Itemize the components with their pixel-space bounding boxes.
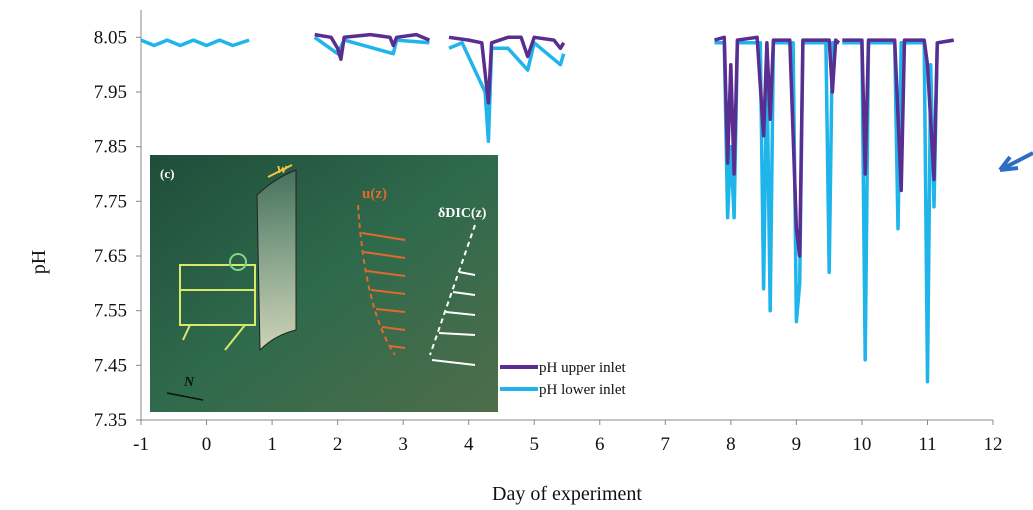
north-label: N (183, 375, 195, 390)
x-tick-label: 11 (918, 434, 936, 455)
velocity-profile (357, 204, 406, 356)
x-tick-label: 1 (267, 434, 277, 455)
panel-label: (c) (160, 166, 174, 181)
inset-photo: (c) w u(z) δDIC(z) N (150, 155, 498, 412)
y-axis-label: pH (28, 250, 50, 274)
y-tick-label: 7.65 (94, 246, 127, 267)
x-tick-label: 12 (984, 434, 1003, 455)
y-tick-label: 7.85 (94, 137, 127, 158)
sheet (256, 169, 297, 352)
x-tick-label: 10 (852, 434, 871, 455)
y-tick-label: 7.35 (94, 410, 127, 431)
y-tick-label: 8.05 (94, 27, 127, 48)
x-tick-label: 3 (398, 434, 408, 455)
x-tick-label: 7 (661, 434, 671, 455)
x-tick-label: 2 (333, 434, 343, 455)
lander (179, 253, 256, 351)
y-tick-label: 7.45 (94, 355, 127, 376)
w-arrow (267, 164, 293, 178)
north-arrow (166, 392, 204, 401)
width-label: w (277, 161, 288, 177)
x-tick-label: -1 (133, 434, 149, 455)
velocity-label: u(z) (362, 186, 387, 202)
x-tick-label: 0 (202, 434, 212, 455)
y-tick-label: 7.95 (94, 82, 127, 103)
x-tick-label: 9 (792, 434, 802, 455)
x-tick-label: 6 (595, 434, 605, 455)
inset-background (150, 155, 498, 412)
pointer-arrow (998, 151, 1033, 172)
x-tick-label: 4 (464, 434, 474, 455)
y-tick-label: 7.75 (94, 191, 127, 212)
dic-profile (429, 224, 476, 366)
x-tick-label: 8 (726, 434, 736, 455)
series-line (314, 32, 954, 258)
x-tick-label: 5 (529, 434, 539, 455)
dic-label: δDIC(z) (438, 206, 487, 221)
x-axis-label: Day of experiment (492, 483, 642, 505)
y-tick-label: 7.55 (94, 301, 127, 322)
series-line (140, 35, 954, 384)
legend-label: pH upper inlet (539, 360, 626, 376)
legend-label: pH lower inlet (539, 382, 626, 398)
